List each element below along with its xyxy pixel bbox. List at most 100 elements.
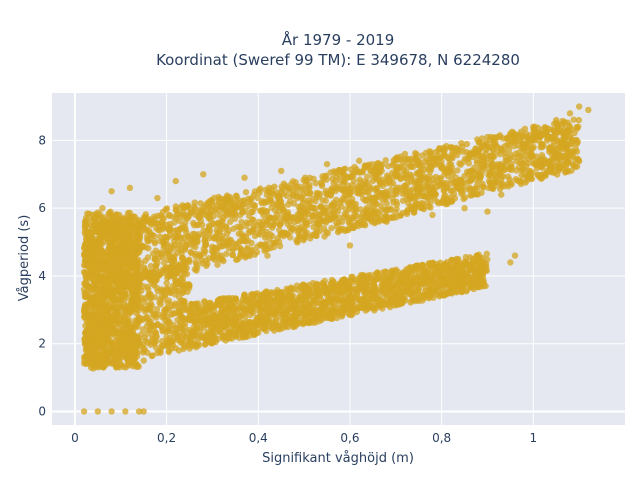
data-point [84,228,90,234]
data-point [142,295,148,301]
data-point [191,320,197,326]
data-point [302,234,308,240]
data-point [235,328,241,334]
data-point [391,268,397,274]
data-point [171,219,177,225]
data-point [166,268,172,274]
data-point [446,161,452,167]
data-point [410,164,416,170]
data-point [248,240,254,246]
data-point [358,303,364,309]
data-point [310,196,316,202]
data-point [341,292,347,298]
data-point [434,155,440,161]
data-point [269,200,275,206]
data-point [472,191,478,197]
data-point [209,336,215,342]
data-point [393,188,399,194]
data-point [202,234,208,240]
data-point [275,192,281,198]
data-point [263,241,269,247]
data-point [166,349,172,355]
data-point [225,199,231,205]
data-point [379,162,385,168]
data-point [286,292,292,298]
data-point [289,312,295,318]
data-point [225,236,231,242]
data-point [194,306,200,312]
data-point [238,219,244,225]
data-point [524,149,530,155]
data-point [430,295,436,301]
data-point [381,291,387,297]
data-point [535,171,541,177]
data-point [306,319,312,325]
data-point [182,344,188,350]
data-point [456,186,462,192]
data-point [394,157,400,163]
data-point [243,189,249,195]
data-point [273,316,279,322]
data-point [280,209,286,215]
data-point [206,215,212,221]
data-point [193,344,199,350]
data-point [181,270,187,276]
data-point [196,253,202,259]
data-point [350,200,356,206]
data-point [248,195,254,201]
data-point [233,296,239,302]
data-point [387,296,393,302]
data-point [432,289,438,295]
data-point [560,140,566,146]
data-point [237,245,243,251]
data-point [529,154,535,160]
data-point [544,137,550,143]
data-point [295,238,301,244]
data-point [191,235,197,241]
data-point [574,163,580,169]
data-point [521,166,527,172]
data-point [287,234,293,240]
data-point [191,203,197,209]
data-point [530,132,536,138]
data-point [144,323,150,329]
data-point [476,252,482,258]
data-point [303,178,309,184]
data-point [319,183,325,189]
data-point [434,199,440,205]
data-point [389,214,395,220]
data-point [170,283,176,289]
data-point [187,339,193,345]
data-point [183,305,189,311]
data-point [474,157,480,163]
data-point [480,183,486,189]
data-point [305,201,311,207]
data-point [164,242,170,248]
data-point [563,168,569,174]
data-point [285,201,291,207]
data-point [331,199,337,205]
data-point [339,225,345,231]
data-point [346,312,352,318]
data-point [275,322,281,328]
data-point [340,307,346,313]
data-point [161,313,167,319]
data-point [211,195,217,201]
data-point [218,315,224,321]
data-point [341,298,347,304]
data-point [375,215,381,221]
data-point [317,216,323,222]
data-point [188,311,194,317]
data-point [300,304,306,310]
data-point [346,189,352,195]
data-point [487,168,493,174]
data-point [536,137,542,143]
data-point [171,253,177,259]
data-point [214,262,220,268]
data-point [362,274,368,280]
data-point [353,213,359,219]
data-point [419,297,425,303]
data-point [383,268,389,274]
data-point [372,201,378,207]
data-point [226,245,232,251]
